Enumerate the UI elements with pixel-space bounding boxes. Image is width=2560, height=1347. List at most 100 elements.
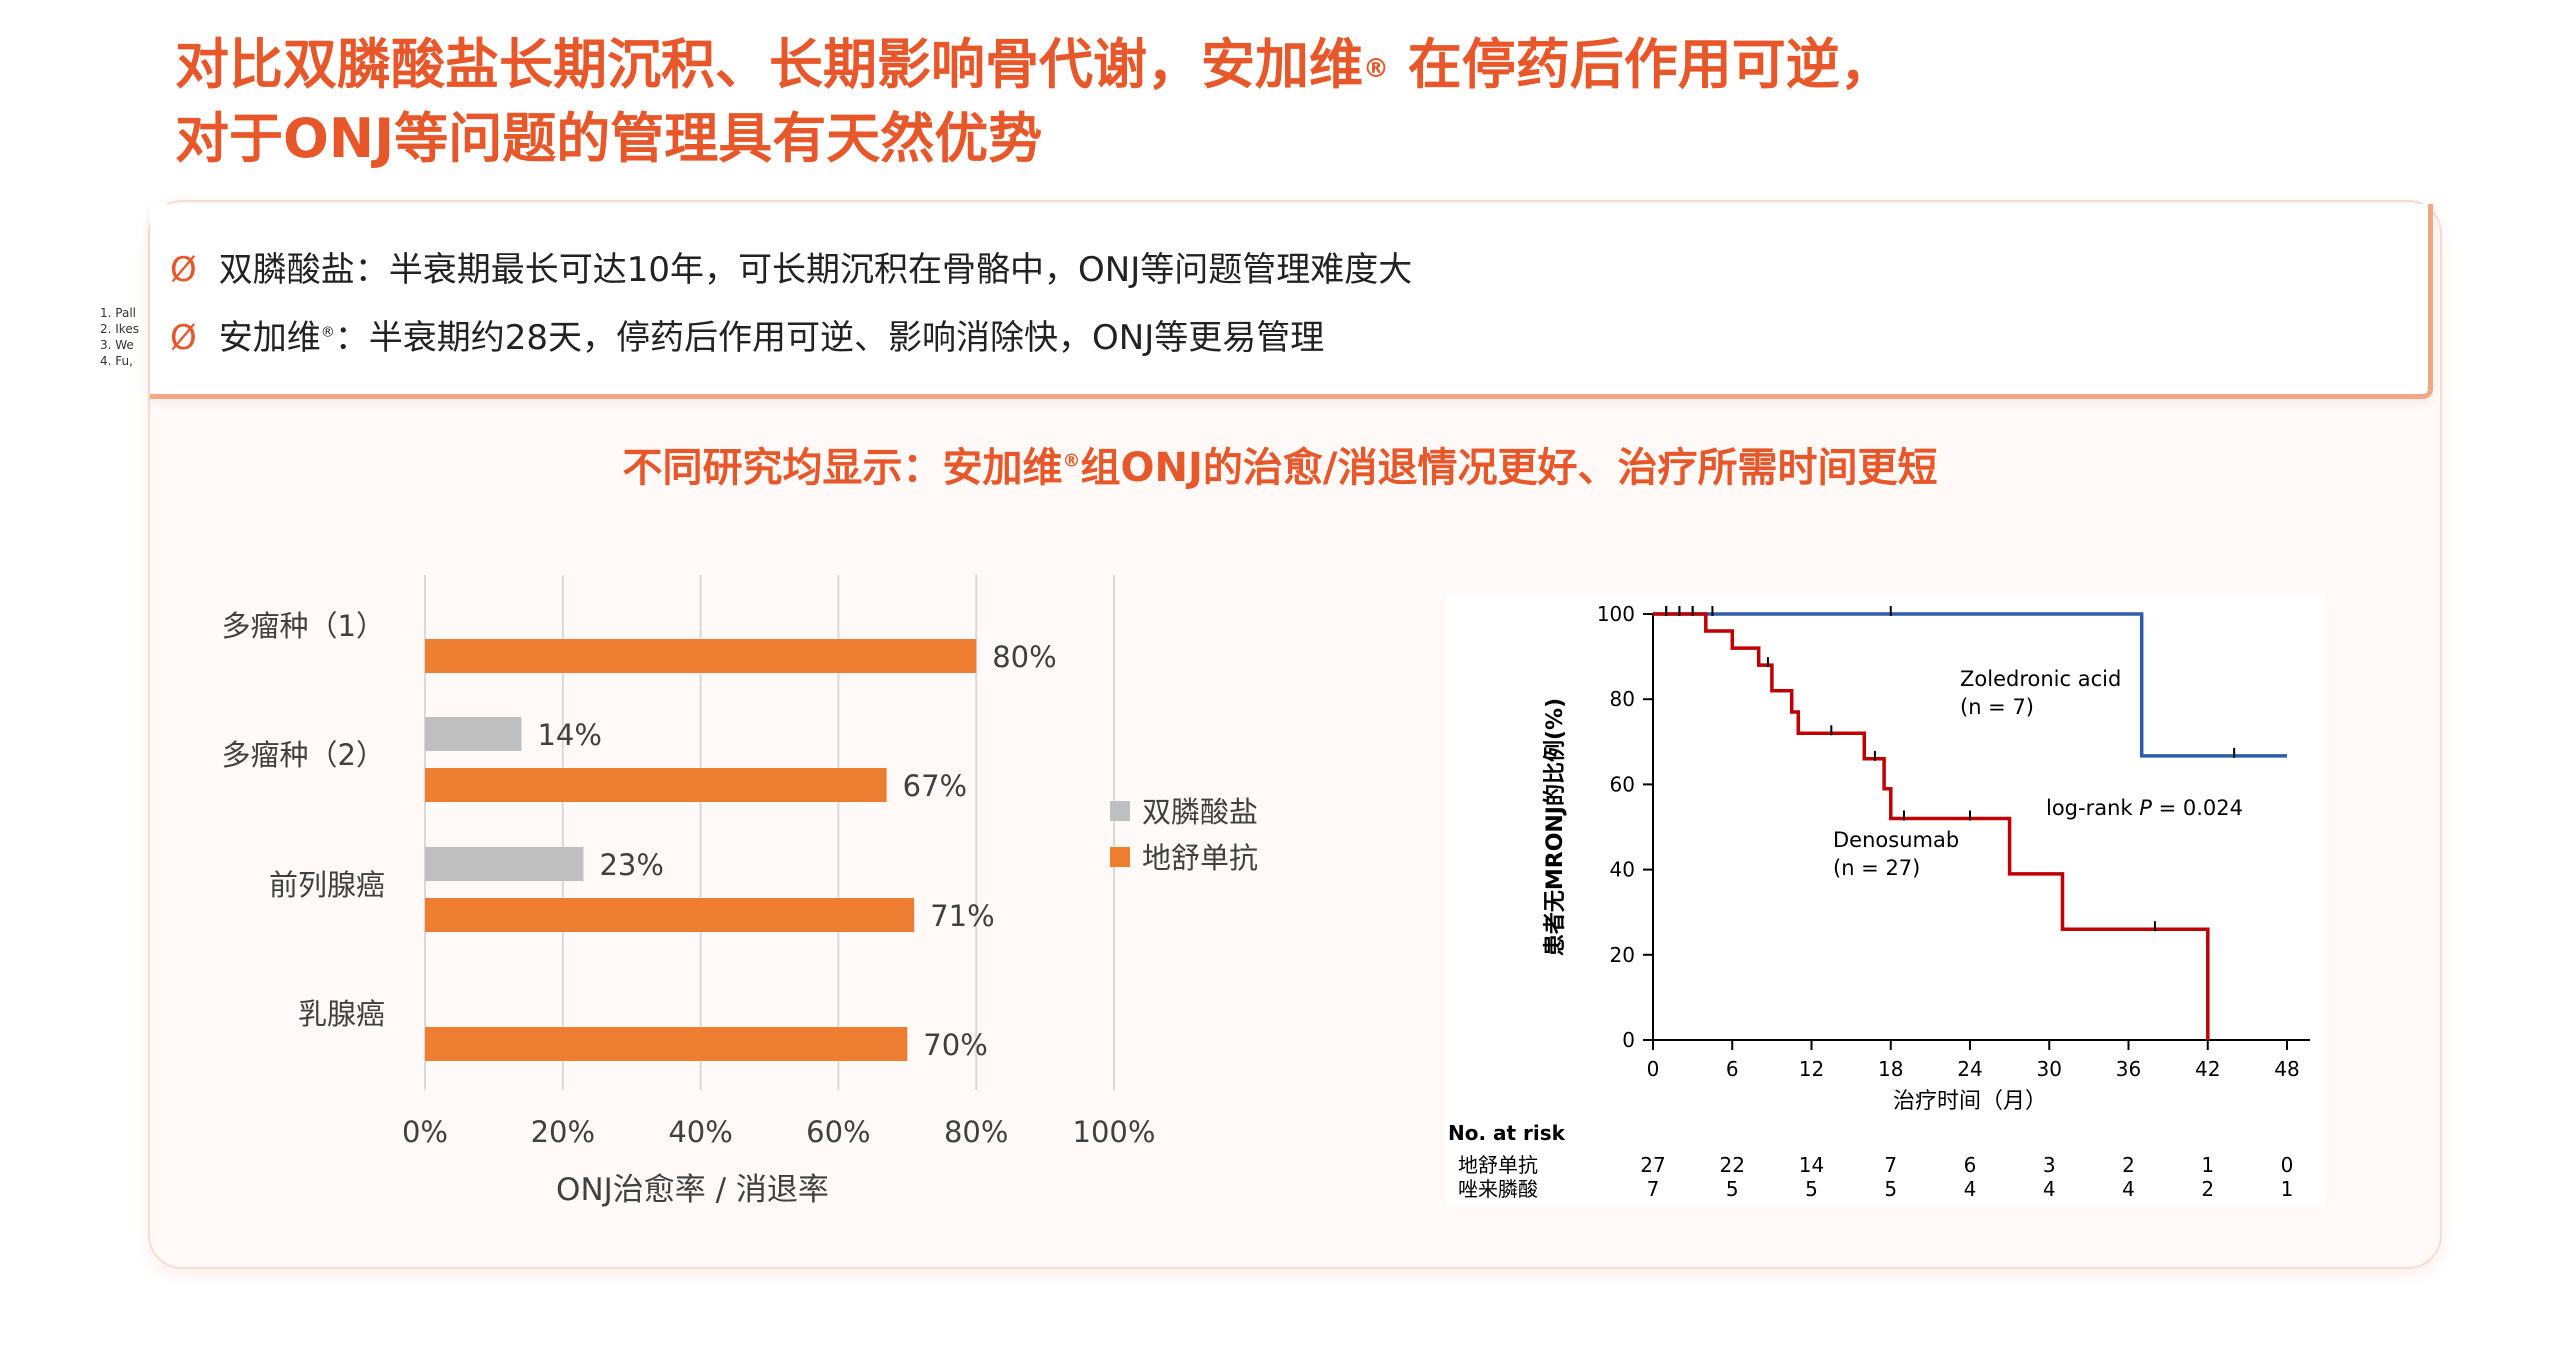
title-line-1-part-b: 在停药后作用可逆， bbox=[1389, 33, 1894, 96]
km-risk-row-label: 地舒单抗 bbox=[1458, 1153, 1538, 1177]
km-logrank-label: log-rank P = 0.024 bbox=[2046, 796, 2243, 820]
km-zoledronic-n: (n = 7) bbox=[1960, 695, 2034, 719]
subtitle-part-b: 组ONJ的治愈/消退情况更好、治疗所需时间更短 bbox=[1080, 445, 1938, 491]
km-risk-value: 5 bbox=[1884, 1177, 1897, 1201]
title-line-2: 对于ONJ等问题的管理具有天然优势 bbox=[175, 107, 1043, 170]
bar-value-label: 70% bbox=[923, 1028, 987, 1062]
km-y-tick-label: 40 bbox=[1610, 858, 1635, 882]
bar-x-tick-label: 80% bbox=[944, 1115, 1008, 1149]
km-risk-row-label: 唑来膦酸 bbox=[1458, 1177, 1538, 1201]
bar-value-label: 80% bbox=[992, 640, 1056, 674]
km-risk-value: 27 bbox=[1640, 1153, 1665, 1177]
km-x-tick-label: 30 bbox=[2037, 1057, 2062, 1081]
km-risk-value: 22 bbox=[1720, 1153, 1745, 1177]
bar-denosumab bbox=[425, 768, 887, 802]
bar-category-label: 乳腺癌 bbox=[298, 997, 385, 1031]
bar-x-tick-label: 60% bbox=[806, 1115, 870, 1149]
subtitle-registered-mark: ® bbox=[1062, 450, 1081, 472]
km-risk-value: 7 bbox=[1647, 1177, 1660, 1201]
bullet-text: 双膦酸盐：半衰期最长可达10年，可长期沉积在骨骼中，ONJ等问题管理难度大 bbox=[218, 250, 1413, 290]
km-x-tick-label: 6 bbox=[1726, 1057, 1739, 1081]
km-risk-value: 1 bbox=[2201, 1153, 2214, 1177]
km-risk-value: 0 bbox=[2281, 1153, 2294, 1177]
km-y-tick-label: 20 bbox=[1610, 943, 1635, 967]
reference-item: 3. We bbox=[100, 338, 134, 352]
reference-item: 4. Fu, bbox=[100, 354, 133, 368]
bullet-arrow-icon: Ø bbox=[170, 318, 197, 358]
bar-x-tick-label: 40% bbox=[668, 1115, 732, 1149]
references: 1. Pall 2. Ikes 3. We 4. Fu, bbox=[100, 305, 139, 369]
bullet-arrow-icon: Ø bbox=[170, 250, 197, 290]
km-x-tick-label: 18 bbox=[1878, 1057, 1903, 1081]
km-risk-value: 7 bbox=[1884, 1153, 1897, 1177]
bar-x-axis-title: ONJ治愈率 / 消退率 bbox=[556, 1172, 829, 1208]
km-x-tick-label: 12 bbox=[1799, 1057, 1824, 1081]
reference-item: 2. Ikes bbox=[100, 322, 139, 336]
bar-chart: 0% 20% 40% 60% 80% 100% ONJ治愈率 / 消退率 多瘤种（1） 80% 多… bbox=[222, 575, 1258, 1208]
km-x-tick-label: 24 bbox=[1957, 1057, 1982, 1081]
legend-label: 双膦酸盐 bbox=[1142, 795, 1258, 829]
bar-denosumab bbox=[425, 1027, 908, 1061]
title-line-1: 对比双膦酸盐长期沉积、长期影响骨代谢，安加维® 在停药后作用可逆， bbox=[175, 28, 2475, 102]
bar-value-label: 14% bbox=[537, 718, 601, 752]
bar-category-label: 前列腺癌 bbox=[269, 868, 385, 902]
km-logrank-p: P bbox=[2139, 796, 2152, 820]
km-y-tick-label: 80 bbox=[1610, 687, 1635, 711]
title-registered-mark: ® bbox=[1363, 54, 1389, 84]
bullet-text-a: 安加维 bbox=[218, 318, 321, 358]
km-y-axis-title: 患者无MRONJ的比例(%) bbox=[1542, 698, 1568, 956]
km-risk-value: 3 bbox=[2043, 1153, 2056, 1177]
legend-swatch bbox=[1110, 801, 1130, 821]
page-title: 对比双膦酸盐长期沉积、长期影响骨代谢，安加维® 在停药后作用可逆， 对于ONJ等… bbox=[175, 28, 2475, 176]
km-y-tick-label: 60 bbox=[1610, 772, 1635, 796]
km-risk-value: 6 bbox=[1964, 1153, 1977, 1177]
km-x-tick-label: 42 bbox=[2195, 1057, 2220, 1081]
comparison-panel bbox=[150, 204, 2433, 399]
reference-item: 1. Pall bbox=[100, 306, 136, 320]
km-risk-value: 2 bbox=[2201, 1177, 2214, 1201]
km-denosumab-label: Denosumab bbox=[1833, 828, 1959, 852]
bar-x-tick-label: 100% bbox=[1073, 1115, 1156, 1149]
km-risk-value: 5 bbox=[1726, 1177, 1739, 1201]
bar-category-label: 多瘤种（2） bbox=[222, 738, 385, 772]
bar-value-label: 23% bbox=[599, 848, 663, 882]
km-risk-value: 5 bbox=[1805, 1177, 1818, 1201]
km-x-tick-label: 48 bbox=[2274, 1057, 2299, 1081]
km-y-tick-label: 100 bbox=[1597, 602, 1635, 626]
km-risk-value: 14 bbox=[1799, 1153, 1824, 1177]
legend-swatch bbox=[1110, 847, 1130, 867]
km-logrank-text: log-rank bbox=[2046, 796, 2139, 820]
km-risk-value: 4 bbox=[1964, 1177, 1977, 1201]
bar-value-label: 67% bbox=[903, 769, 967, 803]
legend-label: 地舒单抗 bbox=[1142, 841, 1258, 875]
bar-x-tick-label: 20% bbox=[531, 1115, 595, 1149]
bar-bisphosphonate bbox=[425, 717, 522, 751]
km-zoledronic-curve bbox=[1653, 612, 2287, 758]
km-risk-value: 4 bbox=[2043, 1177, 2056, 1201]
km-chart-background bbox=[1445, 595, 2325, 1205]
bullet-bisphosphonate: Ø 双膦酸盐：半衰期最长可达10年，可长期沉积在骨骼中，ONJ等问题管理难度大 bbox=[170, 242, 1412, 291]
bar-value-label: 71% bbox=[930, 899, 994, 933]
km-denosumab-n: (n = 27) bbox=[1833, 856, 1920, 880]
km-logrank-value: = 0.024 bbox=[2152, 796, 2243, 820]
km-risk-value: 2 bbox=[2122, 1153, 2135, 1177]
bar-category-label: 多瘤种（1） bbox=[222, 609, 385, 643]
bullet-denosumab: Ø 安加维®：半衰期约28天，停药后作用可逆、影响消除快，ONJ等更易管理 bbox=[170, 310, 1324, 359]
section-subtitle: 不同研究均显示：安加维®组ONJ的治愈/消退情况更好、治疗所需时间更短 bbox=[0, 435, 2560, 493]
km-risk-value: 4 bbox=[2122, 1177, 2135, 1201]
km-x-tick-label: 36 bbox=[2116, 1057, 2141, 1081]
bar-bisphosphonate bbox=[425, 847, 584, 881]
km-risk-value: 1 bbox=[2281, 1177, 2294, 1201]
bar-denosumab bbox=[425, 639, 977, 673]
bar-x-tick-label: 0% bbox=[402, 1115, 448, 1149]
bullet-text-b: ：半衰期约28天，停药后作用可逆、影响消除快，ONJ等更易管理 bbox=[334, 318, 1325, 358]
subtitle-part-a: 不同研究均显示：安加维 bbox=[622, 445, 1063, 491]
km-x-axis-title: 治疗时间（月） bbox=[1893, 1089, 2047, 1114]
km-x-tick-label: 0 bbox=[1647, 1057, 1660, 1081]
km-denosumab-curve bbox=[1653, 612, 2210, 1040]
bullet-registered-mark: ® bbox=[320, 324, 335, 341]
bar-denosumab bbox=[425, 898, 915, 932]
km-zoledronic-label: Zoledronic acid bbox=[1960, 667, 2121, 691]
